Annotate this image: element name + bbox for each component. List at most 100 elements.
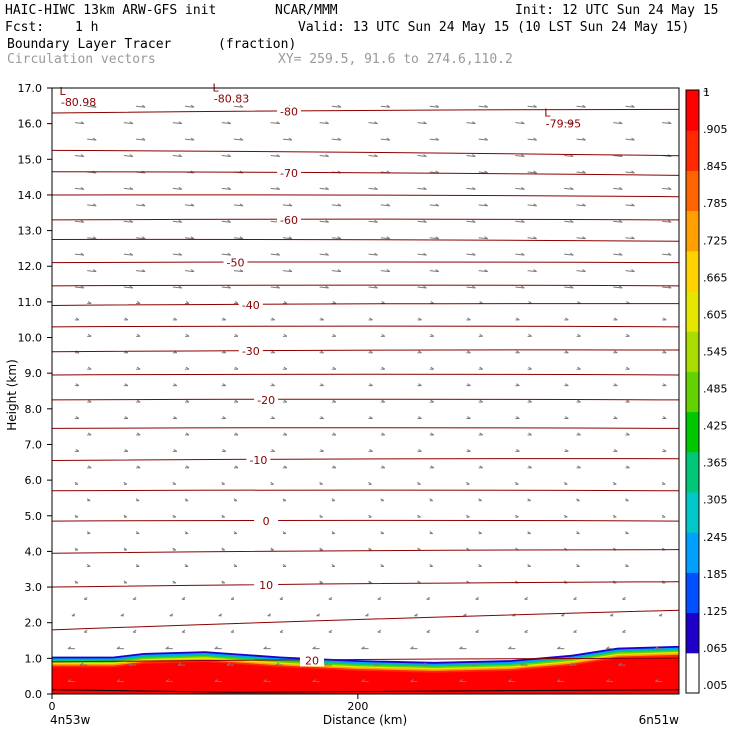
vector-head: [275, 662, 280, 666]
vector-head: [459, 679, 463, 682]
vector-head: [435, 137, 440, 141]
vector-head: [165, 646, 170, 650]
vector-head: [331, 498, 336, 502]
vector-head: [218, 613, 223, 617]
vector-head: [570, 252, 574, 256]
vector-head: [605, 679, 610, 682]
temperature-contours: -80 -70 -60 -50 -40 -30 -20 -10 0 10 20: [52, 105, 679, 667]
vector-head: [276, 154, 280, 157]
contour-label: -70: [280, 167, 298, 180]
vector-head: [561, 613, 565, 617]
colorbar-frame: [685, 89, 700, 694]
vector-head: [533, 104, 537, 108]
vector-head: [527, 498, 531, 502]
temperature-contour: [52, 194, 679, 198]
vector-head: [625, 531, 629, 535]
vector-head: [181, 596, 186, 600]
vector-head: [178, 285, 183, 289]
vector-head: [190, 104, 195, 108]
vector-head: [178, 154, 183, 157]
contour-label: -30: [242, 345, 260, 358]
vector-arrow: [478, 237, 488, 240]
vector-head: [365, 613, 369, 617]
vector-arrow: [368, 220, 378, 223]
vector-head: [74, 481, 79, 485]
vector-head: [430, 333, 435, 337]
vector-head: [618, 219, 623, 223]
vector-arrow: [515, 187, 525, 190]
y-tick-label: 5.0: [25, 510, 43, 523]
vector-head: [74, 514, 79, 518]
vector-head: [172, 547, 177, 551]
vector-arrow: [466, 286, 476, 289]
vector-head: [380, 531, 385, 535]
vector-head: [283, 465, 288, 469]
vector-head: [328, 629, 333, 633]
vector-head: [667, 121, 672, 125]
colorbar-label: .185: [703, 568, 728, 581]
temperature-contour: [52, 458, 679, 462]
vector-arrow: [380, 270, 390, 273]
x-tick-label: 200: [347, 700, 368, 713]
vector-head: [87, 301, 92, 304]
vector-head: [429, 564, 434, 567]
vector-head: [279, 629, 284, 633]
vector-head: [320, 317, 324, 321]
x-axis: 0 200: [49, 694, 368, 713]
vector-arrow: [123, 286, 133, 289]
vector-arrow: [613, 253, 623, 256]
vector-head: [172, 580, 177, 584]
vector-head: [185, 333, 190, 337]
vector-head: [271, 448, 275, 452]
colorbar-segment: [686, 90, 699, 131]
vector-head: [230, 629, 235, 633]
vector-head: [435, 203, 440, 207]
vector-arrow: [87, 138, 97, 141]
vector-head: [435, 269, 440, 273]
vector-arrow: [282, 204, 292, 207]
vector-head: [631, 236, 635, 240]
vector-head: [667, 285, 672, 289]
vector-head: [129, 186, 134, 190]
colorbar-label: .785: [703, 197, 728, 210]
vector-arrow: [221, 286, 231, 289]
vector-arrow: [380, 237, 390, 240]
vector-head: [377, 596, 382, 600]
vector-arrow: [429, 237, 439, 240]
vector-head: [527, 564, 531, 567]
temperature-contour: [52, 108, 679, 114]
vector-arrow: [184, 138, 195, 141]
vector-head: [521, 285, 525, 289]
vector-head: [221, 580, 226, 584]
vector-head: [484, 269, 488, 273]
vector-head: [430, 465, 435, 469]
colorbar-label: .365: [703, 457, 728, 470]
vector-head: [570, 219, 574, 223]
temperature-contour: [52, 398, 679, 401]
vector-arrow: [74, 220, 84, 223]
vector-arrow: [368, 155, 378, 158]
vector-arrow: [576, 270, 586, 273]
vector-head: [631, 137, 635, 141]
vector-head: [116, 646, 121, 650]
y-tick-label: 3.0: [25, 581, 43, 594]
tracer-band: [52, 656, 679, 694]
vector-head: [233, 498, 238, 502]
vector-arrow: [466, 187, 476, 190]
vector-arrow: [417, 286, 427, 289]
vector-arrow: [662, 220, 672, 223]
vector-arrow: [576, 138, 586, 141]
vector-head: [516, 383, 520, 387]
vector-head: [75, 448, 80, 452]
vector-arrow: [429, 138, 439, 141]
vector-head: [185, 399, 190, 403]
vector-arrow: [429, 270, 439, 273]
y-axis: 0.0 1.0 2.0 3.0 4.0 5.0 6.0 7.0 8.0 9.0 10.0 11.0 12…: [18, 82, 52, 701]
y-tick-label: 8.0: [25, 403, 43, 416]
vector-head: [484, 137, 488, 141]
vector-head: [414, 613, 418, 617]
colorbar-label: .545: [703, 345, 728, 358]
vector-head: [337, 269, 342, 273]
vector-arrow: [466, 253, 476, 256]
